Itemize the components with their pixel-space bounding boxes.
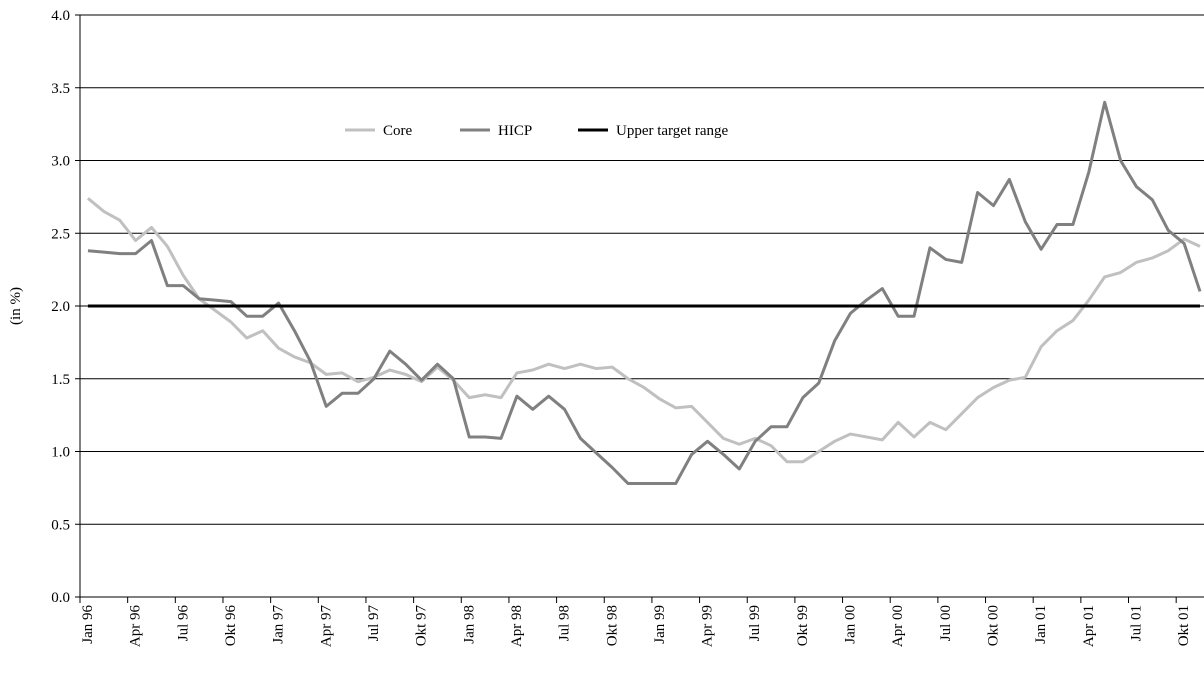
y-tick-label: 2.5 <box>51 226 70 242</box>
y-tick-label: 0.5 <box>51 517 70 533</box>
x-tick-label: Okt 96 <box>223 605 239 647</box>
y-tick-label: 2.0 <box>51 299 70 315</box>
x-tick-label: Jan 97 <box>271 605 287 644</box>
series-line <box>86 197 1201 464</box>
x-tick-label: Jul 99 <box>747 605 763 641</box>
x-tick-label: Apr 99 <box>700 605 716 647</box>
x-tick-label: Jan 01 <box>1033 605 1049 644</box>
x-tick-label: Jul 96 <box>175 605 191 642</box>
legend-label: HICP <box>498 123 532 139</box>
y-tick-label: 1.5 <box>51 372 70 388</box>
x-tick-label: Jul 98 <box>557 605 573 641</box>
x-tick-label: Okt 98 <box>604 605 620 646</box>
y-tick-label: 1.0 <box>51 445 70 461</box>
legend-label: Upper target range <box>616 123 729 139</box>
x-tick-label: Jan 99 <box>652 605 668 644</box>
x-tick-label: Jul 00 <box>938 605 954 641</box>
x-tick-label: Apr 01 <box>1081 605 1097 647</box>
y-axis-label: (in %) <box>8 287 24 325</box>
x-tick-label: Jul 97 <box>366 605 382 642</box>
y-tick-label: 0.0 <box>51 590 70 606</box>
x-tick-label: Apr 97 <box>318 605 334 648</box>
y-tick-label: 3.5 <box>51 81 70 97</box>
x-tick-label: Okt 97 <box>414 605 430 647</box>
legend-label: Core <box>383 123 413 139</box>
x-tick-label: Jan 96 <box>80 605 96 644</box>
x-tick-label: Apr 00 <box>890 605 906 647</box>
x-tick-label: Apr 98 <box>509 605 525 647</box>
y-tick-label: 3.0 <box>51 154 70 170</box>
x-tick-label: Apr 96 <box>128 605 144 648</box>
x-tick-label: Okt 00 <box>986 605 1002 646</box>
x-tick-label: Jan 00 <box>843 605 859 644</box>
series-line <box>87 100 1202 486</box>
y-tick-label: 4.0 <box>51 8 70 24</box>
x-tick-label: Okt 01 <box>1176 605 1192 646</box>
x-tick-label: Jul 01 <box>1129 605 1145 641</box>
x-tick-label: Jan 98 <box>461 605 477 644</box>
x-tick-label: Okt 99 <box>795 605 811 646</box>
